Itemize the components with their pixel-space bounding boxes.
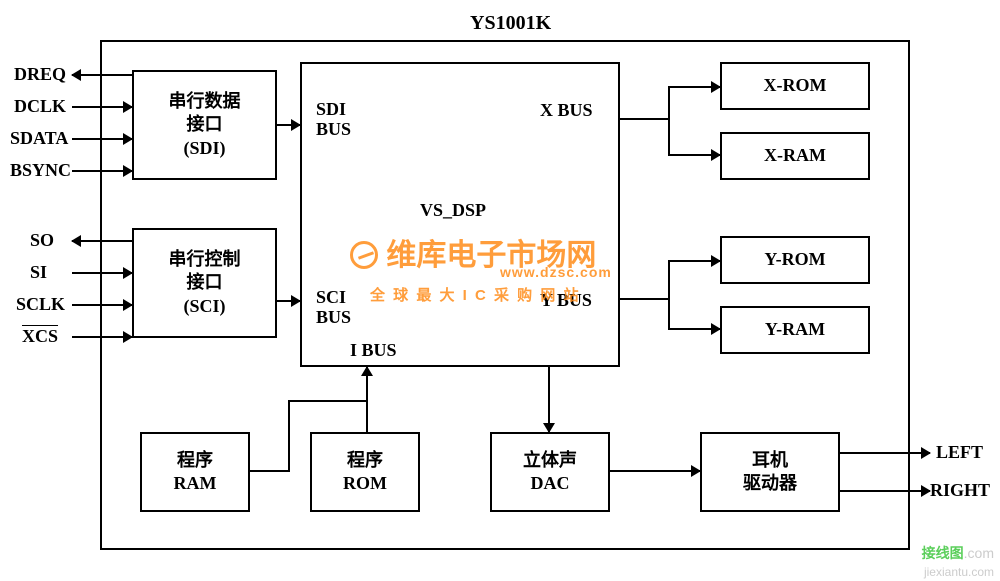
pin-so: SO — [30, 230, 54, 251]
xbus-to-xrom — [668, 86, 720, 88]
xbus-h — [620, 118, 670, 120]
dsp-to-dac — [548, 367, 550, 432]
watermark-url: www.dzsc.com — [500, 264, 612, 280]
watermark-sub: 全 球 最 大 I C 采 购 网 站 — [370, 284, 581, 305]
ybus-to-yrom — [668, 260, 720, 262]
sci-l3: (SCI) — [183, 295, 225, 318]
dsp-x-bus: X BUS — [540, 100, 593, 121]
block-sdi: 串行数据 接口 (SDI) — [132, 70, 277, 180]
xbus-to-xram — [668, 154, 720, 156]
dac-l2: DAC — [531, 472, 570, 495]
pram-l2: RAM — [174, 472, 217, 495]
arrow-sdata — [72, 138, 132, 140]
arrow-sci-dsp — [277, 300, 300, 302]
arrow-sdi-dsp — [277, 124, 300, 126]
footer-brand-text: 接线图 — [922, 545, 964, 561]
block-yram: Y-RAM — [720, 306, 870, 354]
arrow-sclk — [72, 304, 132, 306]
arrow-dclk — [72, 106, 132, 108]
pin-dclk: DCLK — [14, 96, 66, 117]
sci-l2: 接口 — [187, 271, 223, 294]
prom-l2: ROM — [343, 472, 387, 495]
hp-to-right — [840, 490, 930, 492]
block-prog-ram: 程序 RAM — [140, 432, 250, 512]
block-xrom: X-ROM — [720, 62, 870, 110]
dsp-sdi-bus: SDIBUS — [316, 100, 351, 140]
sdi-l3: (SDI) — [183, 137, 225, 160]
dsp-sci-bus: SCIBUS — [316, 288, 351, 328]
block-xram: X-RAM — [720, 132, 870, 180]
footer-brand: 接线图.com — [922, 543, 994, 563]
footer-site: jiexiantu.com — [924, 565, 994, 579]
xrom-label: X-ROM — [764, 74, 827, 97]
pin-si: SI — [30, 262, 47, 283]
block-prog-rom: 程序 ROM — [310, 432, 420, 512]
block-hp: 耳机 驱动器 — [700, 432, 840, 512]
ybus-v — [668, 260, 670, 330]
hp-l2: 驱动器 — [743, 472, 797, 495]
block-dac: 立体声 DAC — [490, 432, 610, 512]
pin-bsync: BSYNC — [10, 160, 71, 181]
pin-sdata: SDATA — [10, 128, 68, 149]
ibus-prom-v — [366, 400, 368, 432]
hp-to-left — [840, 452, 930, 454]
pin-right: RIGHT — [930, 480, 990, 501]
ybus-h — [620, 298, 670, 300]
dsp-title: VS_DSP — [420, 200, 486, 221]
ybus-to-yram — [668, 328, 720, 330]
hp-l1: 耳机 — [752, 449, 788, 472]
yram-label: Y-RAM — [765, 318, 825, 341]
arrow-dreq — [72, 74, 132, 76]
block-sci: 串行控制 接口 (SCI) — [132, 228, 277, 338]
yrom-label: Y-ROM — [764, 248, 825, 271]
ibus-h-top — [288, 400, 368, 402]
arrow-bsync — [72, 170, 132, 172]
dac-l1: 立体声 — [523, 449, 577, 472]
footer-com: .com — [964, 545, 994, 561]
ibus-pram-h — [250, 470, 290, 472]
sci-l1: 串行控制 — [169, 248, 241, 271]
block-yrom: Y-ROM — [720, 236, 870, 284]
ibus-v1 — [288, 400, 290, 472]
xram-label: X-RAM — [764, 144, 826, 167]
pram-l1: 程序 — [177, 449, 213, 472]
arrow-xcs — [72, 336, 132, 338]
arrow-so — [72, 240, 132, 242]
dsp-i-bus: I BUS — [350, 340, 397, 361]
pin-sclk: SCLK — [16, 294, 65, 315]
dac-to-hp — [610, 470, 700, 472]
chip-title: YS1001K — [470, 12, 551, 35]
prom-l1: 程序 — [347, 449, 383, 472]
pin-left: LEFT — [936, 442, 983, 463]
sdi-l1: 串行数据 — [169, 90, 241, 113]
pin-dreq: DREQ — [14, 64, 66, 85]
arrow-si — [72, 272, 132, 274]
sdi-l2: 接口 — [187, 113, 223, 136]
pin-xcs: XCS — [22, 326, 58, 347]
ibus-into-dsp — [366, 367, 368, 402]
xbus-v — [668, 86, 670, 156]
